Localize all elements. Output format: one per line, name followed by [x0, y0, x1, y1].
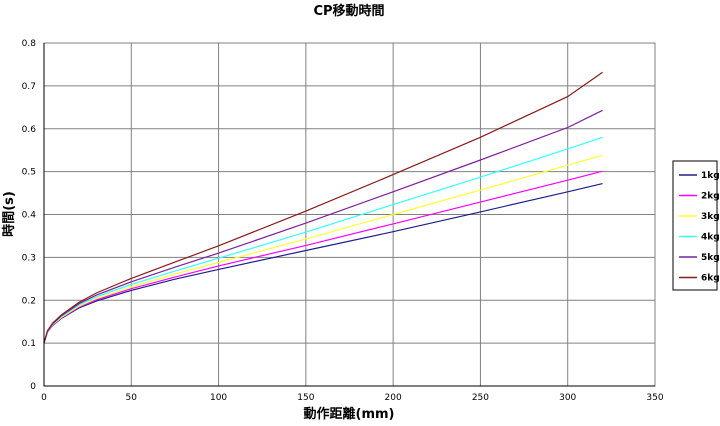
legend-label-2kg: 2kg	[701, 192, 720, 202]
x-tick-label: 300	[559, 393, 576, 403]
legend-label-1kg: 1kg	[701, 171, 720, 181]
legend: 1kg 2kg 3kg 4kg 5kg 6kg	[672, 160, 720, 291]
y-tick-label: 0.3	[22, 253, 36, 263]
x-tick-label: 350	[646, 393, 663, 403]
x-tick-label: 200	[385, 393, 402, 403]
x-tick-label: 100	[210, 393, 227, 403]
y-tick-label: 0.4	[22, 211, 37, 221]
y-tick-label: 0	[30, 382, 36, 392]
plot-area	[43, 42, 656, 387]
legend-label-5kg: 5kg	[701, 253, 720, 263]
y-tick-label: 0.5	[22, 168, 36, 178]
x-tick-label: 0	[41, 393, 47, 403]
chart-title: CP移動時間	[313, 3, 384, 19]
series-line-6kg	[43, 71, 603, 344]
series-lines	[43, 71, 603, 344]
y-tick-label: 0.8	[22, 39, 37, 49]
x-tick-label: 150	[297, 393, 314, 403]
y-tick-label: 0.1	[22, 339, 36, 349]
x-tick-label: 50	[126, 393, 138, 403]
legend-box	[672, 160, 718, 291]
x-tick-labels: 0 50 100 150 200 250 300 350	[41, 393, 664, 403]
legend-label-6kg: 6kg	[701, 274, 720, 284]
y-tick-label: 0.2	[22, 296, 36, 306]
y-tick-label: 0.7	[22, 82, 36, 92]
x-tick-label: 250	[472, 393, 489, 403]
y-tick-label: 0.6	[22, 125, 37, 135]
legend-label-4kg: 4kg	[701, 233, 720, 243]
y-axis-title: 時間(s)	[1, 191, 17, 237]
legend-label-3kg: 3kg	[701, 212, 720, 222]
x-axis-title: 動作距離(mm)	[304, 406, 395, 422]
grid	[44, 43, 655, 386]
y-tick-labels: 0 0.1 0.2 0.3 0.4 0.5 0.6 0.7 0.8	[22, 39, 37, 392]
